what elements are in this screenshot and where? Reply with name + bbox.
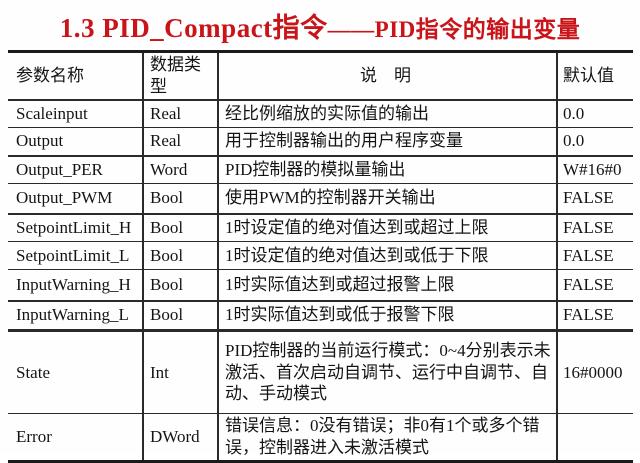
param-description: 使用PWM的控制器开关输出 — [217, 183, 557, 215]
slide-page: 1.3 PID_Compact指令——PID指令的输出变量 参数名称 数据类型 … — [0, 6, 640, 463]
param-type: Bool — [142, 241, 218, 270]
param-description: 1时设定值的绝对值达到或低于下限 — [217, 241, 557, 270]
page-title: 1.3 PID_Compact指令——PID指令的输出变量 — [0, 6, 640, 45]
param-description: 错误信息：0没有错误；非0有1个或多个错误，控制器进入未激活模式 — [217, 413, 557, 461]
param-type: Bool — [142, 183, 218, 215]
param-default — [556, 413, 633, 461]
param-default: W#16#0 — [556, 155, 633, 184]
page-title-main: 1.3 PID_Compact指令 — [59, 13, 328, 43]
pid-output-parameters-table: 参数名称 数据类型 说 明 默认值 Scaleinput Real 经比例缩放的… — [8, 50, 633, 463]
table-row: Output_PWM Bool 使用PWM的控制器开关输出 FALSE — [8, 183, 633, 215]
param-type: Bool — [142, 300, 218, 332]
param-name: Output_PWM — [8, 183, 143, 215]
param-type: Bool — [142, 269, 218, 302]
param-name: Scaleinput — [8, 99, 143, 128]
table-header-row: 参数名称 数据类型 说 明 默认值 — [8, 51, 633, 101]
param-type: DWord — [142, 413, 218, 461]
param-name: InputWarning_H — [8, 269, 143, 302]
table-row: SetpointLimit_L Bool 1时设定值的绝对值达到或低于下限 FA… — [8, 241, 633, 270]
table-row: SetpointLimit_H Bool 1时设定值的绝对值达到或超过上限 FA… — [8, 213, 633, 242]
param-name: InputWarning_L — [8, 300, 143, 332]
column-header-param-name: 参数名称 — [8, 51, 143, 101]
param-name: SetpointLimit_L — [8, 241, 143, 270]
param-description: 用于控制器输出的用户程序变量 — [217, 127, 557, 157]
column-header-default: 默认值 — [556, 51, 633, 101]
param-description: PID控制器的模拟量输出 — [217, 155, 557, 184]
column-header-description: 说 明 — [217, 51, 557, 101]
table-row: InputWarning_H Bool 1时实际值达到或超过报警上限 FALSE — [8, 269, 633, 302]
param-name: State — [8, 330, 143, 414]
table-row: Output_PER Word PID控制器的模拟量输出 W#16#0 — [8, 155, 633, 184]
param-default: FALSE — [556, 213, 633, 242]
table-row: State Int PID控制器的当前运行模式：0~4分别表示未激活、首次启动自… — [8, 330, 633, 414]
param-type: Int — [142, 330, 218, 414]
param-description: 1时实际值达到或超过报警上限 — [217, 269, 557, 302]
param-description: 1时实际值达到或低于报警下限 — [217, 300, 557, 332]
param-default: FALSE — [556, 300, 633, 332]
column-header-data-type: 数据类型 — [142, 51, 218, 101]
page-title-sub: ——PID指令的输出变量 — [327, 17, 581, 42]
param-description: 经比例缩放的实际值的输出 — [217, 99, 557, 128]
table-row: Error DWord 错误信息：0没有错误；非0有1个或多个错误，控制器进入未… — [8, 413, 633, 461]
table-row: Output Real 用于控制器输出的用户程序变量 0.0 — [8, 127, 633, 157]
table-row: Scaleinput Real 经比例缩放的实际值的输出 0.0 — [8, 99, 633, 128]
param-type: Word — [142, 155, 218, 184]
param-name: Error — [16, 426, 52, 446]
param-type: Real — [142, 99, 218, 128]
param-default: FALSE — [556, 269, 633, 302]
param-type: Real — [142, 127, 218, 157]
param-name: Output — [8, 127, 143, 157]
param-default: 16#0000 — [556, 330, 633, 414]
param-type: Bool — [142, 213, 218, 242]
param-default: 0.0 — [556, 99, 633, 128]
param-default: FALSE — [556, 183, 633, 215]
param-description: 1时设定值的绝对值达到或超过上限 — [217, 213, 557, 242]
param-name: SetpointLimit_H — [8, 213, 143, 242]
table-row: InputWarning_L Bool 1时实际值达到或低于报警下限 FALSE — [8, 300, 633, 332]
param-name: Output_PER — [8, 155, 143, 184]
param-description: PID控制器的当前运行模式：0~4分别表示未激活、首次启动自调节、运行中自调节、… — [217, 330, 557, 414]
param-default: FALSE — [556, 241, 633, 270]
param-default: 0.0 — [556, 127, 633, 157]
